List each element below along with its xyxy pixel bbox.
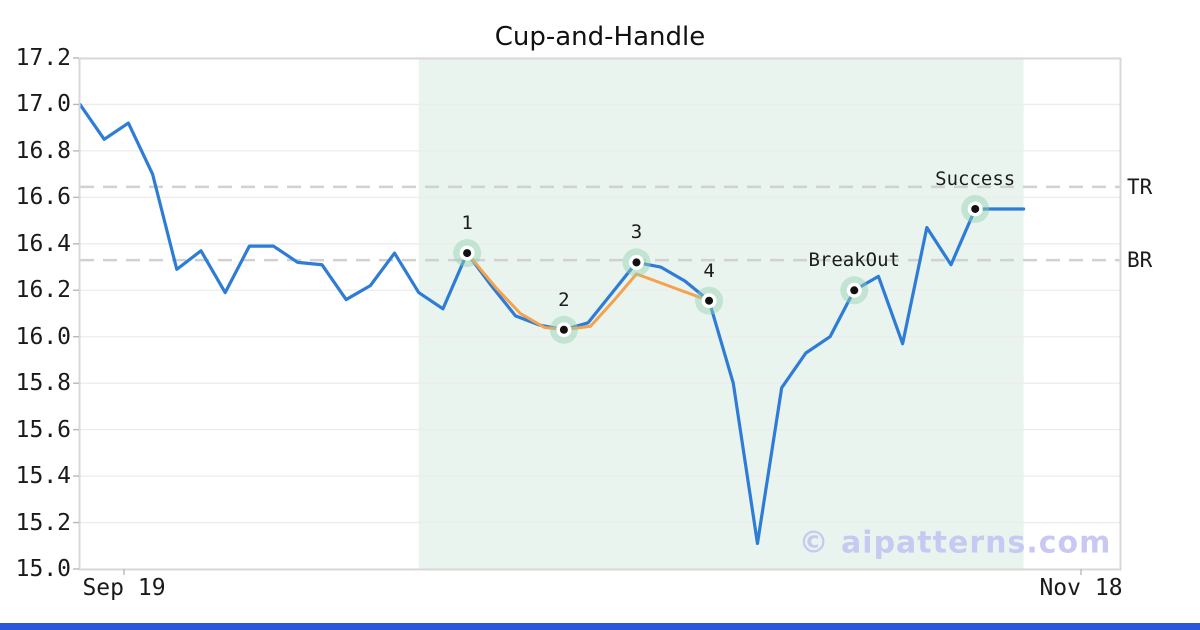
- marker-label-3: 3: [630, 221, 643, 244]
- y-tick-label: 16.0: [15, 323, 71, 350]
- y-tick-label: 15.0: [15, 556, 71, 582]
- marker-dot: [632, 258, 641, 267]
- y-tick-label: 16.4: [15, 230, 71, 257]
- bottom-accent-bar: [0, 623, 1200, 630]
- marker-label-2: 2: [558, 288, 570, 311]
- y-tick-label: 15.2: [15, 509, 71, 536]
- marker-dot: [559, 325, 568, 334]
- plot-border: [78, 57, 1122, 571]
- x-tick-label: Sep 19: [82, 575, 166, 601]
- x-tick-label: Nov 18: [1039, 575, 1123, 601]
- y-tick-label: 15.8: [15, 370, 71, 397]
- y-tick-label: 17.2: [15, 45, 71, 71]
- marker-label-breakout: BreakOut: [808, 249, 900, 272]
- y-tick-label: 16.6: [15, 184, 71, 211]
- y-tick-label: 16.8: [15, 137, 71, 164]
- marker-dot: [705, 296, 714, 305]
- pattern-region: [418, 59, 1024, 569]
- level-label-br: BR: [1127, 248, 1153, 273]
- marker-dot: [463, 249, 472, 258]
- marker-dot: [850, 286, 859, 295]
- watermark: © aipatterns.com: [798, 525, 1112, 561]
- y-tick-label: 15.4: [15, 463, 71, 490]
- y-tick-label: 17.0: [15, 91, 71, 118]
- level-label-tr: TR: [1127, 174, 1153, 199]
- marker-dot: [971, 204, 980, 213]
- marker-label-1: 1: [461, 212, 473, 235]
- chart-title: Cup-and-Handle: [494, 22, 706, 52]
- y-tick-label: 15.6: [15, 416, 71, 443]
- marker-label-4: 4: [703, 259, 715, 282]
- y-tick-label: 16.2: [15, 277, 71, 304]
- marker-label-success: Success: [935, 167, 1016, 190]
